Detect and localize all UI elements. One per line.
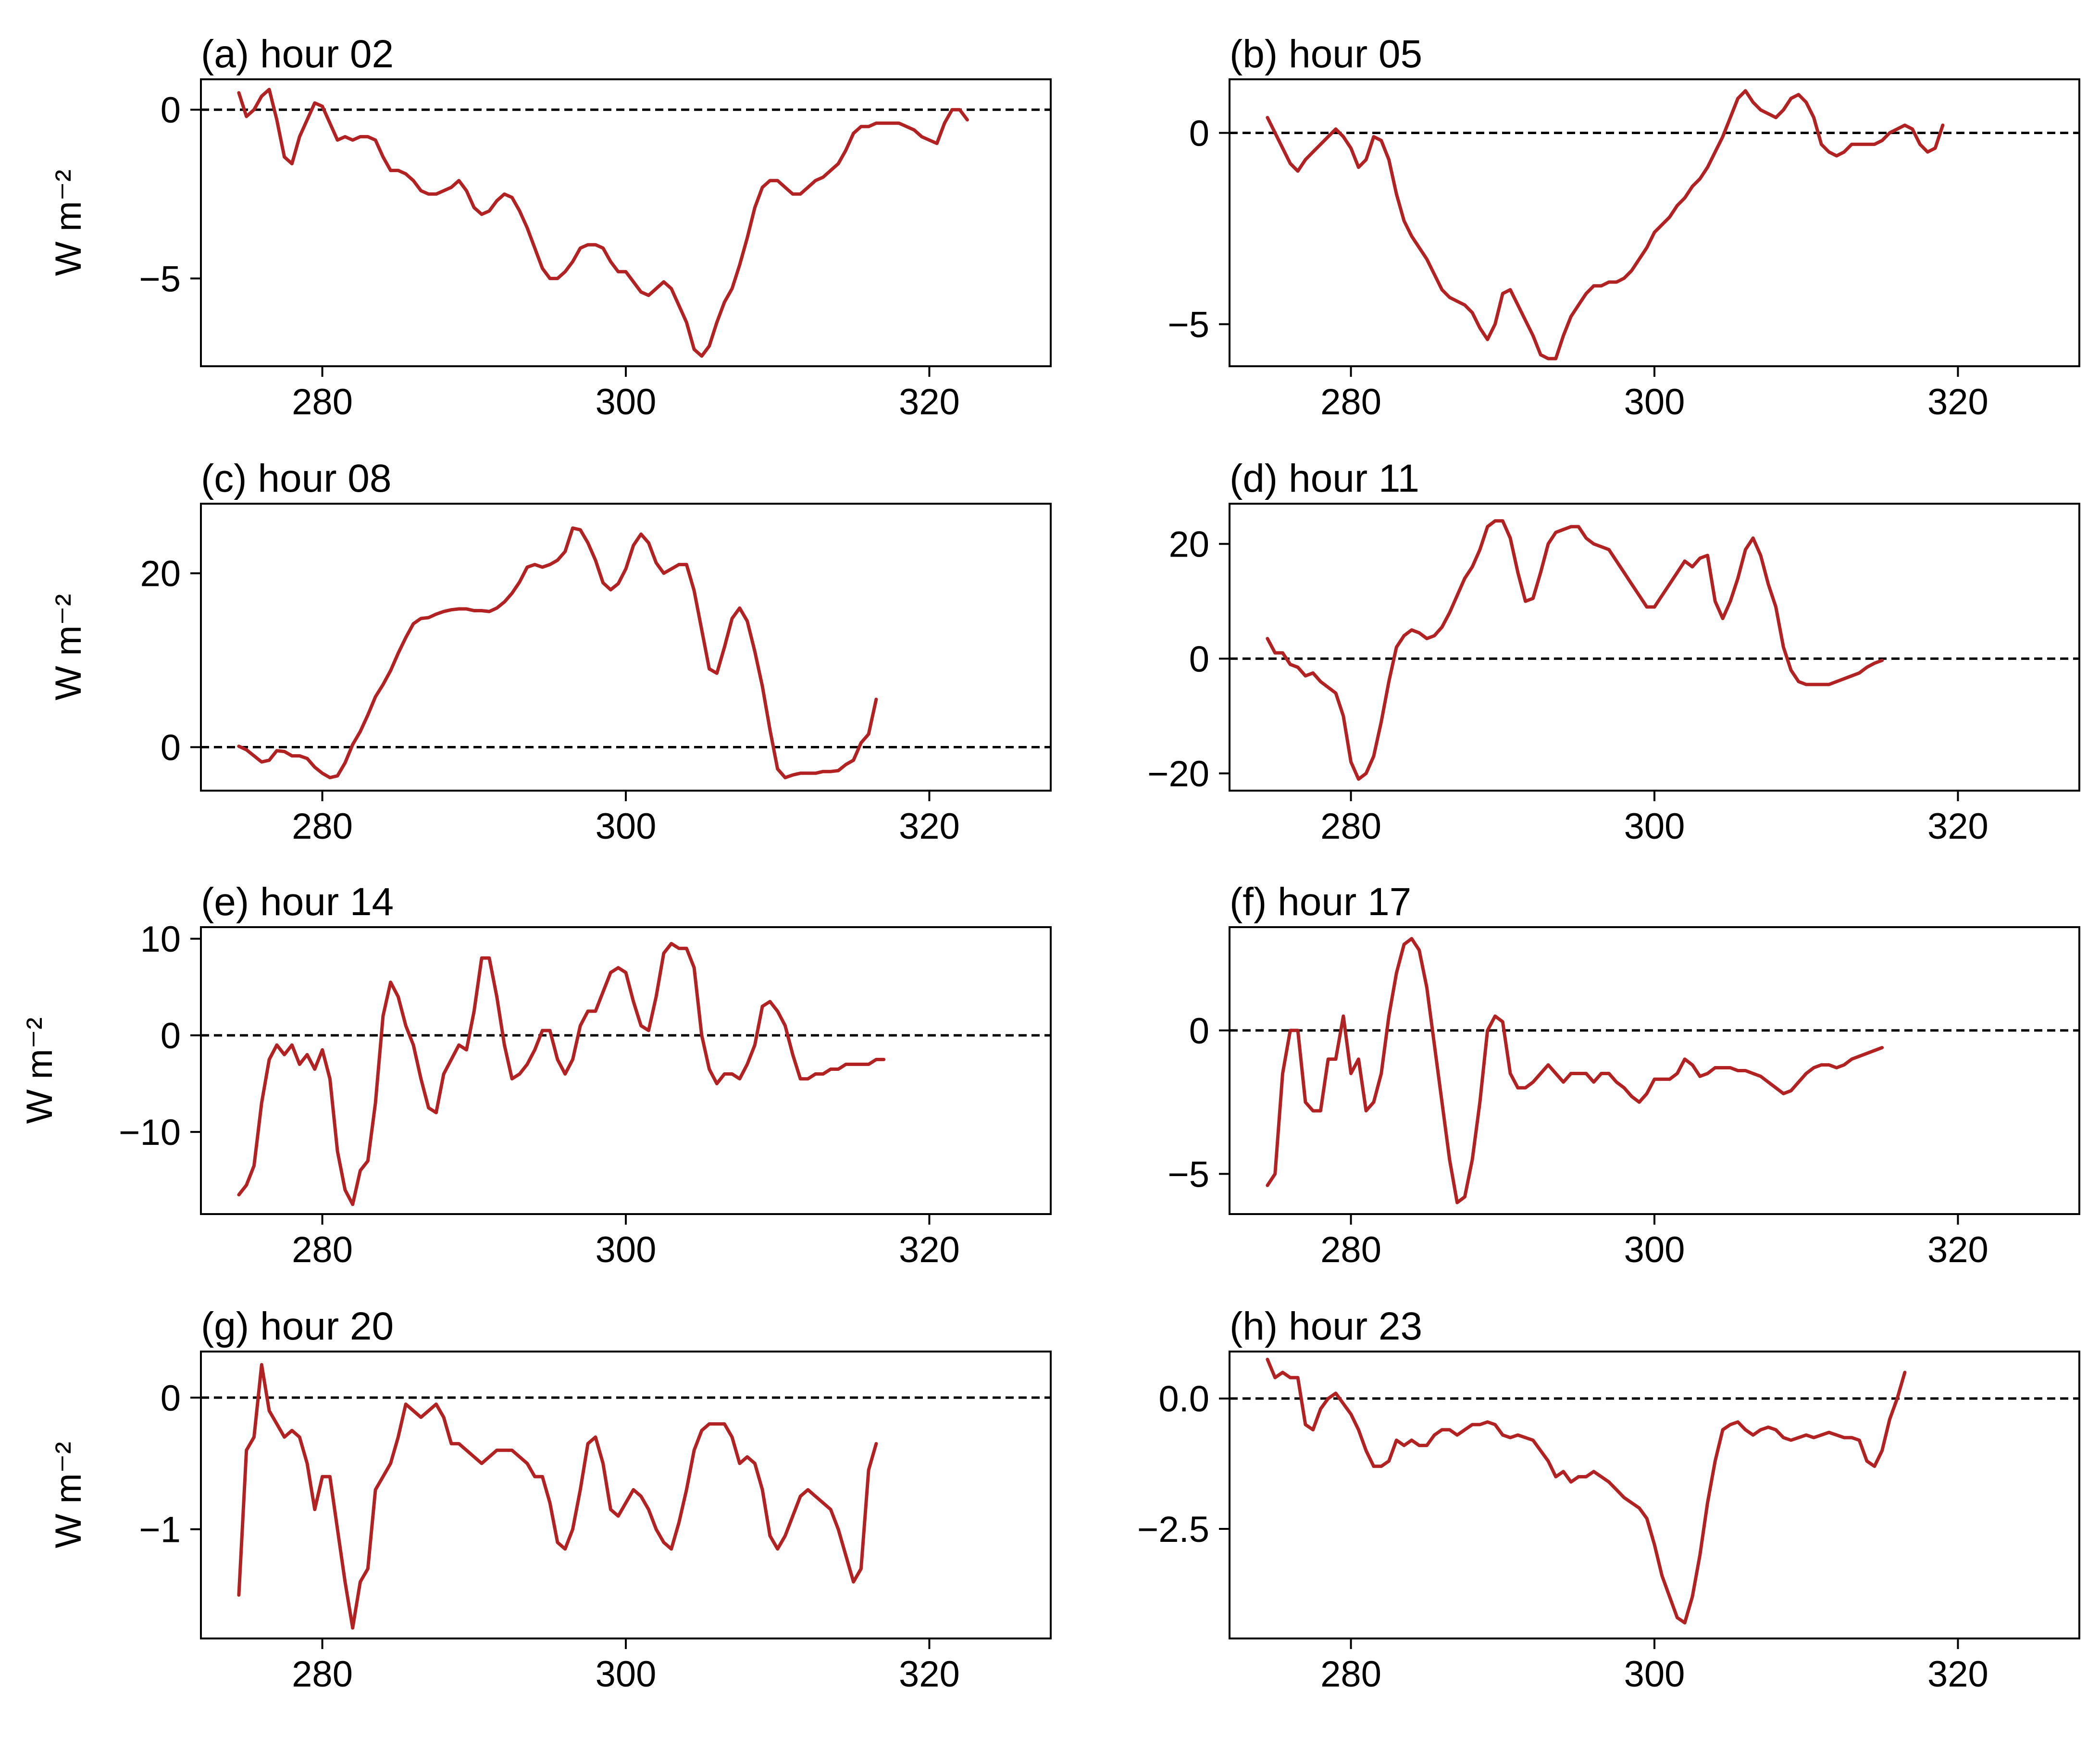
series-line	[1266, 89, 1945, 360]
y-tick-label: 0	[161, 728, 181, 769]
x-tick-label: 300	[1624, 1654, 1685, 1695]
axes-frame	[1229, 926, 2080, 1215]
series-line	[1266, 1357, 1907, 1625]
panel-f: 280 300 320 0 −5 (f) hour 17	[1168, 880, 2080, 1270]
panel-title: (f) hour 17	[1230, 880, 1411, 924]
series-line	[1266, 937, 1884, 1204]
y-tick-label: −5	[1168, 1154, 1209, 1195]
y-tick-label: −10	[119, 1112, 181, 1153]
panel-title: (g) hour 20	[201, 1304, 394, 1348]
x-tick-label: 300	[596, 1654, 657, 1695]
axes-frame	[1229, 78, 2080, 367]
x-tick-label: 280	[1320, 806, 1381, 847]
x-tick-label: 300	[1624, 806, 1685, 847]
panel-title: (a) hour 02	[201, 32, 394, 76]
y-tick-label: −1	[139, 1510, 181, 1551]
y-tick-label: 0	[1189, 639, 1209, 680]
panel-title: (c) hour 08	[201, 457, 392, 500]
y-tick-label: 0.0	[1158, 1379, 1209, 1420]
y-axis-label: W m⁻²	[48, 1442, 89, 1549]
y-tick-label: 0	[1189, 1011, 1209, 1052]
y-tick-label: 0	[1189, 113, 1209, 154]
y-tick-label: −2.5	[1137, 1509, 1209, 1550]
x-tick-label: 300	[1624, 1229, 1685, 1270]
x-tick-label: 280	[292, 382, 353, 422]
y-axis-label: W m⁻²	[48, 594, 89, 701]
series-line	[1266, 519, 1884, 781]
y-tick-label: −5	[1168, 304, 1209, 345]
panel-h: 280 300 320 0.0 −2.5 (h) hour 23	[1137, 1304, 2080, 1695]
axes-frame	[200, 503, 1052, 792]
series-line	[237, 942, 886, 1206]
x-tick-label: 300	[596, 806, 657, 847]
panel-title: (h) hour 23	[1230, 1304, 1422, 1348]
x-tick-label: 320	[1927, 1229, 1988, 1270]
x-tick-label: 300	[596, 1229, 657, 1270]
x-tick-label: 320	[899, 382, 960, 422]
x-tick-label: 320	[899, 1229, 960, 1270]
x-tick-label: 320	[899, 1654, 960, 1695]
y-tick-label: 10	[140, 919, 181, 960]
y-tick-label: 20	[140, 554, 181, 595]
panel-g: 280 300 320 0 −1 (g) hour 20 W m⁻²	[48, 1304, 1052, 1695]
panel-a: 280 300 320 0 −5 (a) hour 02 W m⁻²	[48, 32, 1052, 422]
panel-c: 280 300 320 20 0 (c) hour 08 W m⁻²	[48, 457, 1052, 847]
x-tick-label: 280	[1320, 382, 1381, 422]
x-tick-label: 280	[1320, 1229, 1381, 1270]
series-line	[237, 87, 969, 358]
panel-title: (b) hour 05	[1230, 32, 1422, 76]
y-axis-label: W m⁻²	[48, 170, 89, 276]
x-tick-label: 280	[292, 806, 353, 847]
x-tick-label: 320	[1927, 806, 1988, 847]
x-tick-label: 320	[1927, 1654, 1988, 1695]
panel-title: (d) hour 11	[1230, 457, 1419, 500]
series-line	[237, 1363, 878, 1630]
x-tick-label: 300	[596, 382, 657, 422]
y-tick-label: 20	[1168, 524, 1209, 565]
axes-frame	[1229, 1351, 2080, 1639]
series-line	[237, 526, 878, 780]
panel-b: 280 300 320 0 −5 (b) hour 05	[1168, 32, 2080, 422]
y-axis-label: W m⁻²	[19, 1017, 60, 1124]
y-tick-label: 0	[161, 90, 181, 131]
panel-title: (e) hour 14	[201, 880, 394, 924]
x-tick-label: 280	[292, 1654, 353, 1695]
x-tick-label: 280	[1320, 1654, 1381, 1695]
y-tick-label: 0	[161, 1378, 181, 1419]
x-tick-label: 300	[1624, 382, 1685, 422]
panel-d: 280 300 320 20 0 −20 (d) hour 11	[1147, 457, 2080, 847]
axes-frame	[1229, 503, 2080, 792]
x-tick-label: 320	[899, 806, 960, 847]
panel-e: 280 300 320 10 0 −10 (e) hour 14 W m⁻²	[19, 880, 1052, 1270]
y-tick-label: 0	[161, 1016, 181, 1056]
axes-frame	[200, 1351, 1052, 1639]
x-tick-label: 280	[292, 1229, 353, 1270]
y-tick-label: −20	[1147, 754, 1209, 794]
x-tick-label: 320	[1927, 382, 1988, 422]
y-tick-label: −5	[139, 259, 181, 299]
